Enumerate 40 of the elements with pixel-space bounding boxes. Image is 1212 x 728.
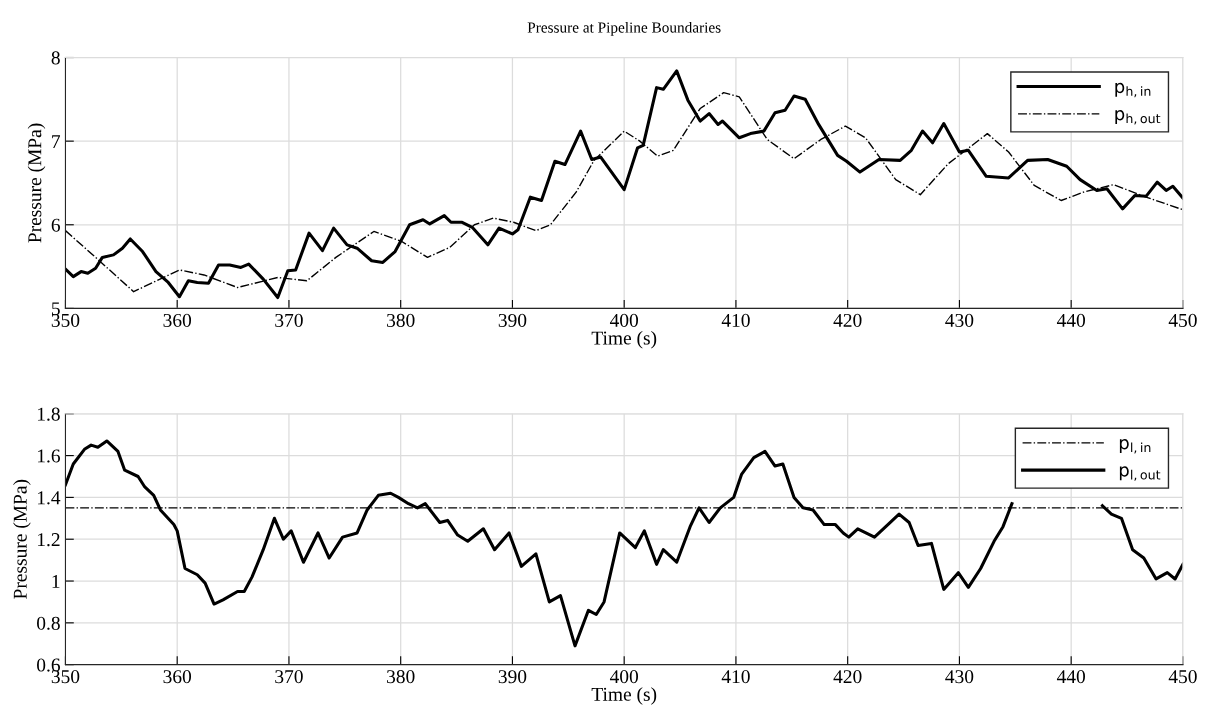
y-tick-label: 1.4 <box>37 491 61 505</box>
x-tick-label: 370 <box>275 670 303 684</box>
y-tick-label: 0.6 <box>37 658 61 672</box>
x-axis-title: Time (s) <box>591 330 657 349</box>
y-tick-label: 7 <box>52 135 61 148</box>
x-axis-title: Time (s) <box>591 687 657 705</box>
x-tick-label: 380 <box>387 313 415 327</box>
x-tick-label: 360 <box>163 313 192 327</box>
x-tick-label: 350 <box>51 670 80 684</box>
x-tick-label: 440 <box>1056 313 1086 327</box>
x-tick-label: 450 <box>1168 313 1197 327</box>
x-tick-label: 390 <box>498 313 527 327</box>
y-axis-title: Pressure (MPa) <box>27 123 46 243</box>
y-tick-label: 1.8 <box>37 407 60 421</box>
x-tick-label: 450 <box>1168 670 1197 684</box>
x-tick-label: 400 <box>609 670 639 684</box>
legend-label: p$_{l,in}$ <box>1119 439 1151 454</box>
y-tick-label: 0.8 <box>37 616 60 630</box>
x-tick-label: 420 <box>833 313 862 327</box>
legend-label: p$_{h,in}$ <box>1115 82 1151 98</box>
x-tick-label: 410 <box>721 670 750 684</box>
y-tick-label: 6 <box>51 218 61 232</box>
x-tick-label: 410 <box>721 313 750 327</box>
legend-label: p$_{l,out}$ <box>1119 466 1161 481</box>
legend-label: p$_{h,out}$ <box>1115 110 1161 125</box>
x-tick-label: 430 <box>945 670 974 684</box>
y-tick-label: 8 <box>51 51 60 65</box>
y-tick-label: 1.6 <box>37 449 61 463</box>
x-tick-label: 420 <box>833 670 862 684</box>
x-tick-label: 440 <box>1056 670 1086 684</box>
x-tick-label: 400 <box>609 313 639 327</box>
x-tick-label: 380 <box>387 670 415 684</box>
x-tick-label: 360 <box>163 670 192 684</box>
x-tick-label: 370 <box>275 313 303 327</box>
y-tick-label: 1.2 <box>37 533 60 547</box>
x-tick-label: 430 <box>945 313 974 327</box>
y-tick-label: 1 <box>52 574 60 588</box>
chart-title: Pressure at Pipeline Boundaries <box>527 21 721 36</box>
y-axis-title: Pressure (MPa) <box>13 479 31 599</box>
x-tick-label: 390 <box>498 670 527 684</box>
